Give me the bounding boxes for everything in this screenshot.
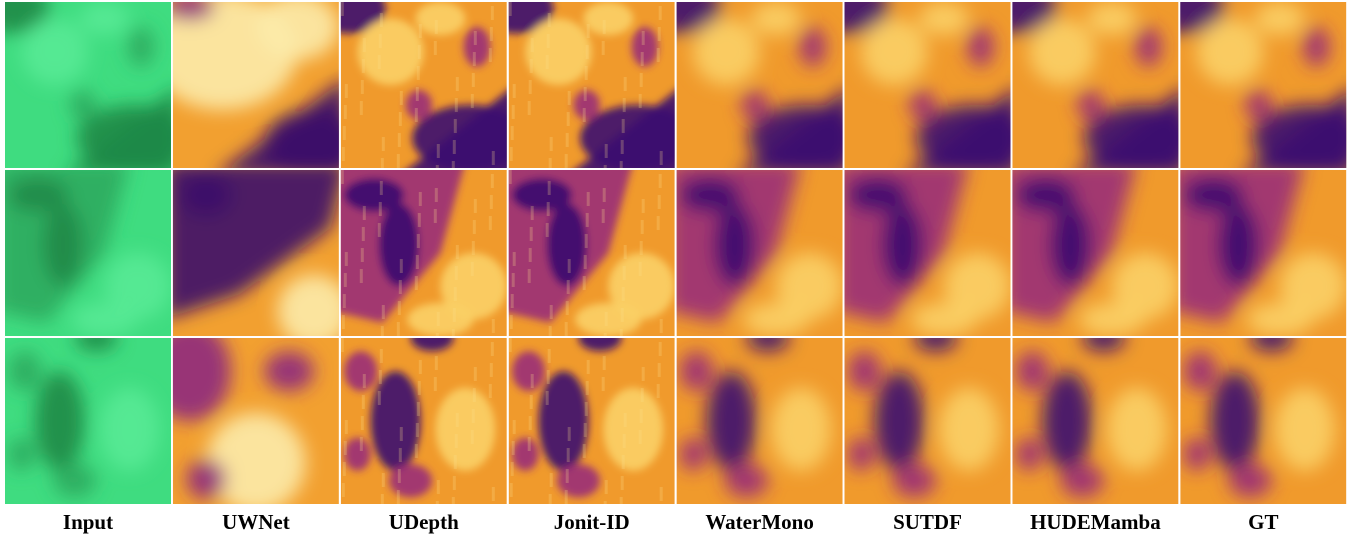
result-image bbox=[1180, 2, 1347, 168]
result-image bbox=[508, 170, 675, 336]
result-image bbox=[508, 338, 675, 504]
result-image bbox=[844, 170, 1011, 336]
result-image bbox=[508, 2, 675, 168]
result-image bbox=[1012, 338, 1179, 504]
column-label: Input bbox=[63, 510, 113, 534]
result-image bbox=[340, 338, 507, 504]
column-label: UWNet bbox=[222, 510, 290, 534]
result-image bbox=[5, 338, 171, 504]
image-grid bbox=[5, 2, 1347, 504]
result-image bbox=[676, 170, 843, 336]
result-image bbox=[676, 338, 843, 504]
result-image bbox=[172, 170, 339, 336]
result-image bbox=[340, 170, 507, 336]
column-label: Jonit-ID bbox=[554, 510, 630, 534]
result-image bbox=[340, 2, 507, 168]
result-image bbox=[172, 338, 339, 504]
result-image bbox=[1012, 2, 1179, 168]
column-label: HUDEMamba bbox=[1030, 510, 1161, 534]
result-image bbox=[676, 2, 843, 168]
result-image bbox=[1012, 170, 1179, 336]
result-image bbox=[844, 338, 1011, 504]
result-image bbox=[172, 2, 339, 168]
column-label: GT bbox=[1248, 510, 1278, 534]
result-image bbox=[1180, 338, 1347, 504]
column-label: SUTDF bbox=[893, 510, 962, 534]
result-image bbox=[5, 170, 171, 336]
result-image bbox=[1180, 170, 1347, 336]
column-label: WaterMono bbox=[705, 510, 813, 534]
column-label: UDepth bbox=[389, 510, 459, 534]
result-image bbox=[844, 2, 1011, 168]
result-image bbox=[5, 2, 171, 168]
